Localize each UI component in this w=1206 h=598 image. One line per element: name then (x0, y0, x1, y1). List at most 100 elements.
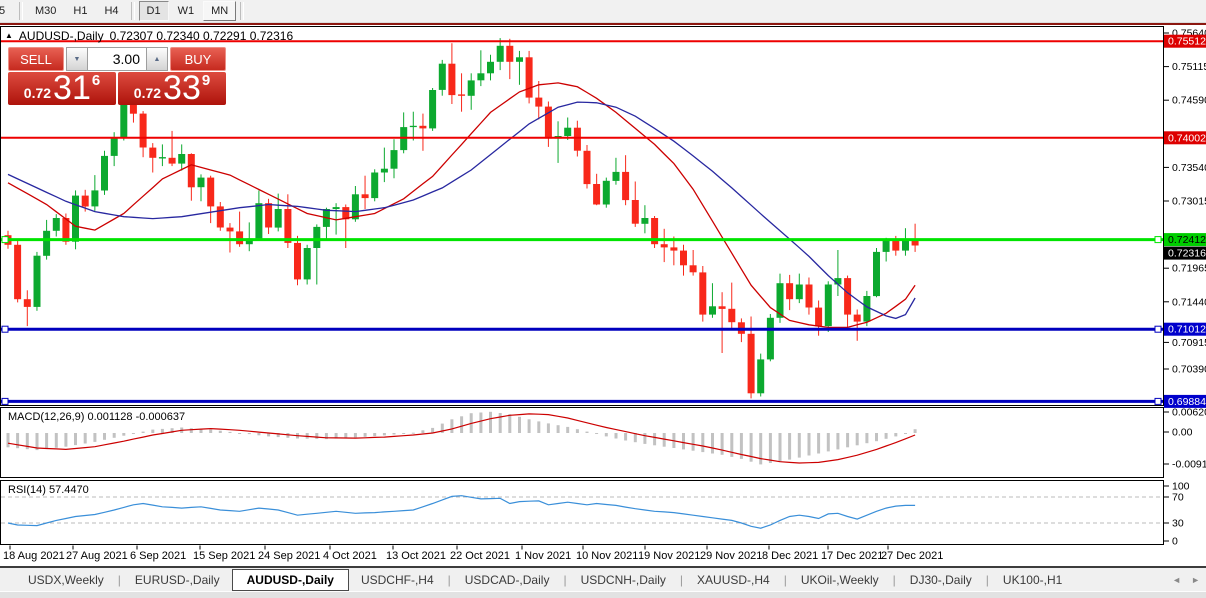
chart-symbol-timeframe: AUDUSD-,Daily (18, 29, 104, 43)
chart-tab-xauusd-h4[interactable]: XAUUSD-,H4 (697, 573, 770, 587)
svg-text:0.70915: 0.70915 (1172, 337, 1206, 349)
svg-text:22 Oct 2021: 22 Oct 2021 (450, 550, 510, 562)
svg-text:19 Nov 2021: 19 Nov 2021 (638, 550, 700, 562)
buy-price-tile[interactable]: 0.72 33 9 (118, 69, 226, 107)
timeframe-button-W1[interactable]: W1 (177, 5, 195, 17)
chart-tab-dj30-daily[interactable]: DJ30-,Daily (909, 573, 972, 587)
svg-text:13 Oct 2021: 13 Oct 2021 (386, 550, 446, 562)
price-axis[interactable]: 0.756400.751150.745900.735400.730150.719… (1163, 28, 1206, 408)
chart-tab-usdcnh-daily[interactable]: USDCNH-,Daily (580, 573, 666, 587)
chart-tab-usdcad-daily[interactable]: USDCAD-,Daily (464, 573, 550, 587)
ma-fast-line (7, 82, 916, 329)
svg-text:0.75115: 0.75115 (1172, 61, 1206, 73)
buy-price-big: 33 (163, 69, 201, 107)
sell-price-sup: 6 (91, 72, 101, 89)
tabs-scroll-right-icon[interactable]: ► (1191, 575, 1200, 585)
svg-text:15 Sep 2021: 15 Sep 2021 (193, 550, 255, 562)
price-badge-0.71012: 0.71012 (1164, 322, 1206, 336)
tab-separator: | (985, 573, 989, 587)
svg-text:6 Sep 2021: 6 Sep 2021 (130, 550, 186, 562)
toolbar-separator (19, 2, 23, 20)
rsi-line (7, 495, 916, 529)
price-badge-0.72412: 0.72412 (1164, 233, 1206, 247)
date-axis[interactable]: 18 Aug 2021 27 Aug 2021 6 Sep 2021 15 Sep 2… (3, 545, 943, 563)
svg-text:-0.00919: -0.00919 (1172, 459, 1206, 471)
chart-ohlc-values: 0.72307 0.72340 0.72291 0.72316 (109, 29, 294, 43)
rsi-pane[interactable] (0, 480, 1164, 545)
volume-spinner: ▼ 3.00 ▲ (66, 47, 168, 71)
buy-price-prefix: 0.72 (133, 85, 162, 101)
rsi-label: RSI(14) 57.4470 (8, 484, 89, 496)
svg-text:0.00: 0.00 (1172, 427, 1193, 439)
sell-button[interactable]: SELL (8, 47, 64, 71)
chart-tab-ukoil-weekly[interactable]: UKOil-,Weekly (800, 573, 879, 587)
chart-tab-usdchf-h4[interactable]: USDCHF-,H4 (360, 573, 434, 587)
svg-text:1 Nov 2021: 1 Nov 2021 (515, 550, 571, 562)
timeframe-button-MN[interactable]: MN (203, 1, 237, 21)
candles-layer (4, 38, 919, 399)
toolbar-separator (240, 2, 245, 20)
buy-price-sup: 9 (201, 72, 211, 89)
window-divider (0, 23, 1206, 25)
status-strip (0, 591, 1206, 598)
chart-tab-uk100-h1[interactable]: UK100-,H1 (1002, 573, 1063, 587)
timeframe-button-H1[interactable]: H1 (73, 5, 88, 17)
svg-text:8 Dec 2021: 8 Dec 2021 (762, 550, 818, 562)
one-click-trading-panel: SELL ▼ 3.00 ▲ BUY 0.72 31 6 0.72 33 9 (8, 47, 226, 105)
macd-axis: 0.006201 0.00 -0.00919 (1163, 407, 1206, 471)
svg-text:27 Aug 2021: 27 Aug 2021 (66, 550, 128, 562)
price-badge-0.75512: 0.75512 (1164, 34, 1206, 48)
collapse-icon[interactable]: ▲ (5, 31, 13, 40)
volume-input[interactable]: 3.00 (88, 47, 146, 71)
price-badge-0.74002: 0.74002 (1164, 131, 1206, 145)
tab-separator: | (563, 573, 567, 587)
timeframe-button-H4[interactable]: H4 (104, 5, 119, 17)
svg-text:0.72316: 0.72316 (1168, 248, 1206, 260)
macd-pane[interactable] (0, 407, 1164, 478)
sell-price-prefix: 0.72 (23, 85, 52, 101)
svg-text:0.69884: 0.69884 (1168, 396, 1206, 408)
chart-tab-audusd-daily[interactable]: AUDUSD-,Daily (231, 569, 349, 591)
svg-text:0.74002: 0.74002 (1168, 132, 1206, 144)
macd-label: MACD(12,26,9) 0.001128 -0.000637 (8, 411, 186, 423)
svg-text:0.71965: 0.71965 (1172, 263, 1206, 275)
h-line-0.71012[interactable] (1, 325, 1163, 333)
macd-signal-line (7, 413, 916, 464)
h-line-0.72412[interactable] (1, 236, 1163, 244)
chart-tab-usdx-weekly[interactable]: USDX,Weekly (28, 573, 104, 587)
svg-text:100: 100 (1172, 481, 1190, 493)
svg-text:27 Dec 2021: 27 Dec 2021 (881, 550, 943, 562)
timeframe-button-D1[interactable]: D1 (138, 1, 169, 21)
svg-text:0.73015: 0.73015 (1172, 196, 1206, 208)
timeframe-button-5[interactable]: 5 (0, 1, 15, 21)
price-badge-0.69884: 0.69884 (1164, 394, 1206, 408)
sell-price-tile[interactable]: 0.72 31 6 (8, 71, 116, 105)
tab-separator: | (447, 573, 451, 587)
volume-up-button[interactable]: ▲ (146, 47, 168, 71)
svg-text:29 Nov 2021: 29 Nov 2021 (700, 550, 762, 562)
buy-button[interactable]: BUY (170, 47, 226, 71)
tab-separator: | (892, 573, 896, 587)
chart-tab-bar: USDX,Weekly | EURUSD-,Daily AUDUSD-,Daily US… (0, 566, 1206, 598)
svg-text:4 Oct 2021: 4 Oct 2021 (323, 550, 377, 562)
tab-separator: | (783, 573, 787, 587)
volume-down-button[interactable]: ▼ (66, 47, 88, 71)
timeframe-toolbar: 5 M30 H1 H4 D1 W1 MN (0, 0, 1206, 23)
tabs-scroll-left-icon[interactable]: ◄ (1172, 575, 1182, 585)
svg-text:0.006201: 0.006201 (1172, 407, 1206, 419)
h-line-0.69884[interactable] (1, 397, 1163, 405)
svg-text:0.71012: 0.71012 (1168, 324, 1206, 336)
ma-slow-line (7, 101, 916, 320)
timeframe-button-M30[interactable]: M30 (35, 5, 57, 17)
svg-text:30: 30 (1172, 518, 1184, 530)
tab-separator: | (679, 573, 684, 587)
svg-text:18 Aug 2021: 18 Aug 2021 (3, 550, 65, 562)
svg-text:0.75512: 0.75512 (1168, 36, 1206, 48)
chart-title: ▲ AUDUSD-,Daily 0.72307 0.72340 0.72291 … (5, 29, 293, 43)
chart-tab-eurusd-daily[interactable]: EURUSD-,Daily (134, 573, 220, 587)
